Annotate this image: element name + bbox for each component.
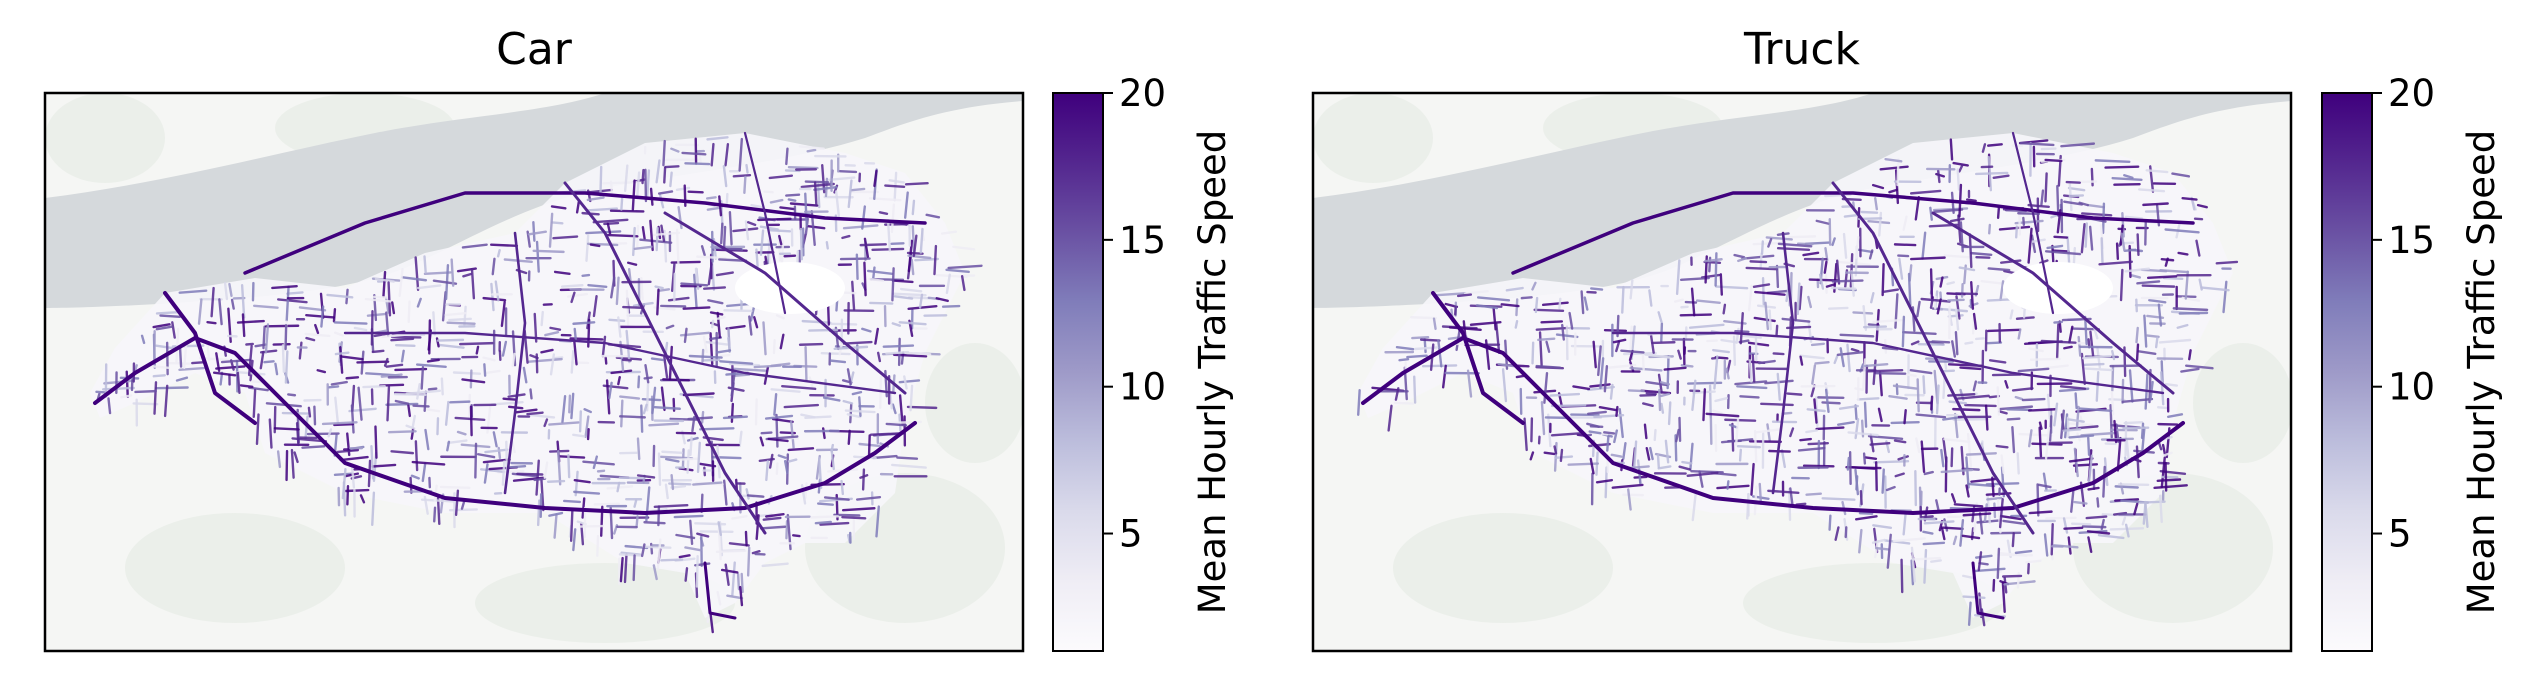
panel-title-truck: Truck [1743, 24, 1861, 75]
colorbar-tick-label: 15 [2388, 219, 2435, 262]
map-frame-truck [1311, 91, 2293, 653]
road-arterial [1511, 191, 2195, 275]
green-area [925, 343, 1023, 463]
road-arterial [1971, 561, 2005, 620]
road-arterial [2011, 131, 2055, 315]
colorbar-label-truck: Mean Hourly Traffic Speed [2460, 130, 2503, 615]
open-area [2003, 262, 2113, 314]
green-area [1313, 93, 1433, 183]
road-arterial [1931, 211, 2175, 395]
road-arterial [1771, 231, 1795, 495]
colorbar-frame-truck [2321, 92, 2373, 652]
road-arterial [703, 561, 737, 620]
colorbar-tick-label: 10 [2388, 366, 2435, 409]
road-arterial [1611, 331, 2165, 395]
map-area-truck [1313, 93, 2291, 651]
colorbar-tick-label: 20 [2388, 72, 2435, 115]
colorbar-tick-label: 10 [1119, 366, 1166, 409]
colorbar-car: 5 10 15 20 Mean Hourly Traffic Speed [1052, 72, 1234, 652]
green-area [1393, 513, 1613, 623]
road-arterial [163, 291, 257, 425]
road-arterial [1431, 291, 1525, 425]
colorbar-tick-label: 5 [1119, 513, 1143, 556]
green-area [2193, 343, 2291, 463]
road-arterial [1831, 181, 2035, 535]
road-arterial [743, 131, 787, 315]
map-area-car [45, 93, 1023, 651]
colorbar-gradient-car [1053, 93, 1103, 651]
green-area [45, 93, 165, 183]
road-arterial [503, 231, 527, 495]
road-network [95, 136, 983, 634]
road-arterial [343, 331, 897, 395]
green-area [1743, 563, 2003, 643]
road-arterial [563, 181, 767, 535]
colorbar-truck: 5 10 15 20 Mean Hourly Traffic Speed [2321, 72, 2503, 652]
road-network [1357, 138, 2239, 627]
green-area [475, 563, 735, 643]
road-arterial [663, 211, 907, 395]
panel-title-car: Car [496, 24, 573, 75]
colorbar-tick-label: 20 [1119, 72, 1166, 115]
green-area [125, 513, 345, 623]
urban-area [1358, 133, 2233, 618]
colorbar-tick-label: 5 [2388, 513, 2412, 556]
colorbar-label-car: Mean Hourly Traffic Speed [1191, 130, 1234, 615]
open-area [735, 262, 845, 314]
colorbar-tick-label: 15 [1119, 219, 1166, 262]
road-arterial [243, 191, 927, 275]
colorbar-frame-car [1052, 92, 1104, 652]
colorbar-gradient-truck [2322, 93, 2372, 651]
map-frame-car [43, 91, 1025, 653]
